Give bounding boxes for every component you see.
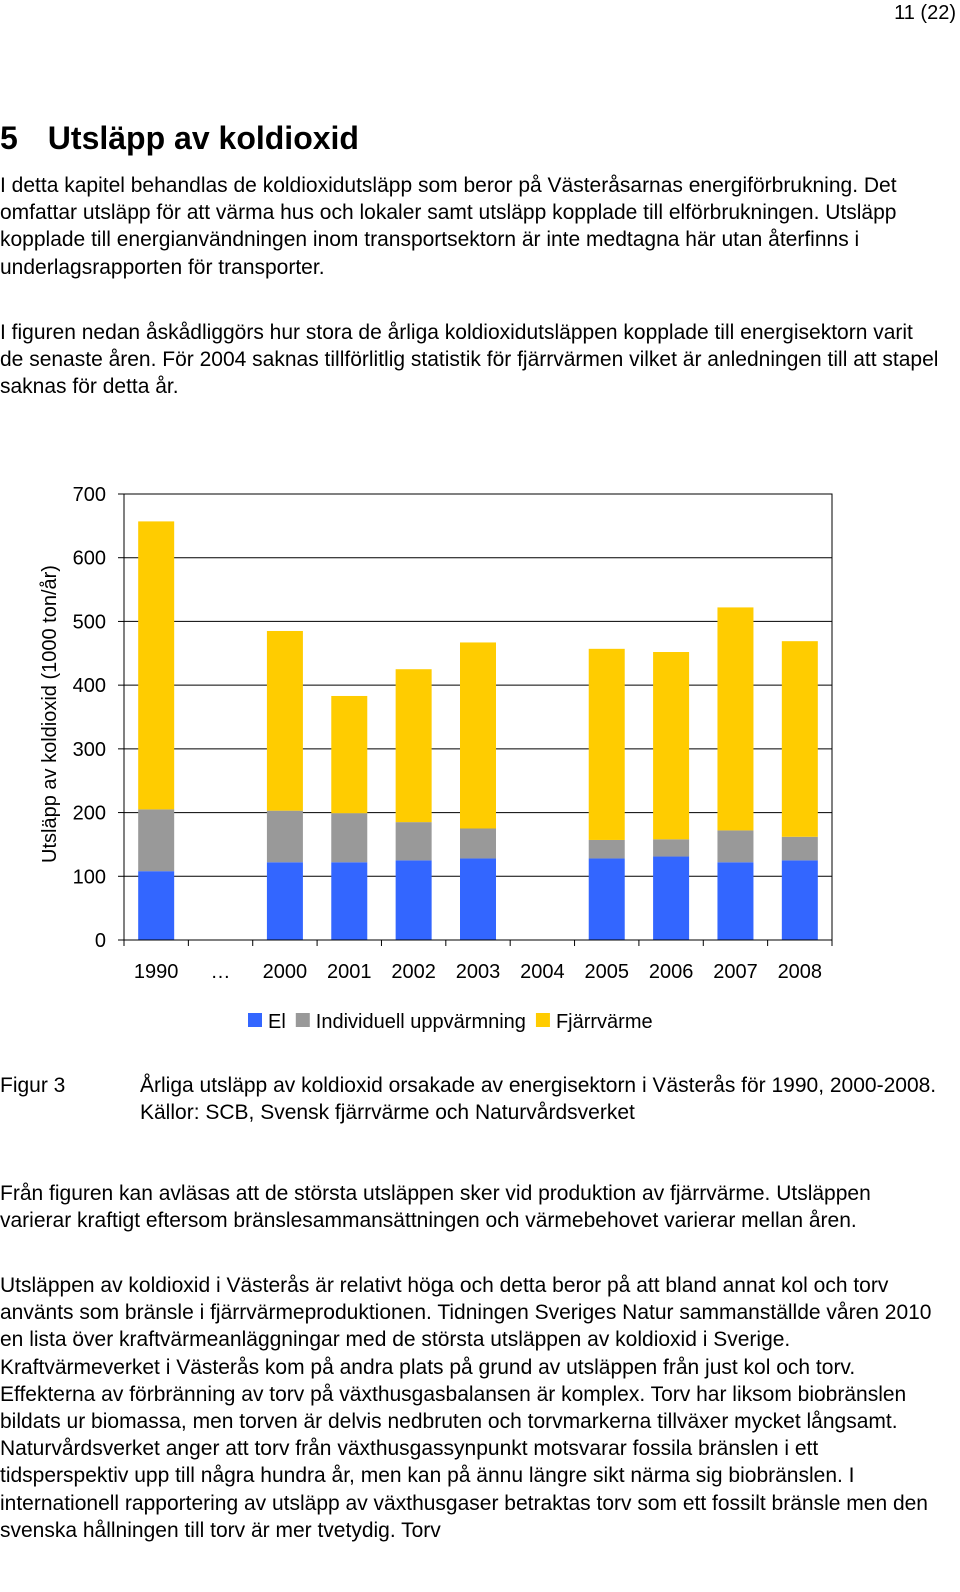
y-tick-label: 600 xyxy=(73,548,106,570)
legend-label: El xyxy=(268,1011,286,1033)
section-number: 5 xyxy=(0,120,18,156)
y-tick-label: 400 xyxy=(73,675,106,697)
y-tick-label: 500 xyxy=(73,611,106,633)
figure-intro-paragraph: I figuren nedan åskådliggörs hur stora d… xyxy=(0,321,939,399)
bar-segment xyxy=(460,828,496,859)
bar-segment xyxy=(395,822,432,861)
legend-label: Fjärrvärme xyxy=(556,1011,653,1033)
bar-segment xyxy=(460,642,496,829)
y-axis-ticks: 0 100 200 300 400 500 600 700 xyxy=(73,484,124,952)
bar-segment xyxy=(395,669,432,823)
y-axis-label: Utsläpp av koldioxid (1000 ton/år) xyxy=(39,565,61,863)
bar-segment xyxy=(331,695,368,814)
page-number: 11 (22) xyxy=(894,2,956,24)
section-title: Utsläpp av koldioxid xyxy=(47,120,359,156)
x-tick-label: 2002 xyxy=(391,961,436,983)
bar-segment xyxy=(266,630,303,811)
x-tick-label: … xyxy=(211,961,231,983)
legend-label: Individuell uppvärmning xyxy=(316,1011,526,1033)
bar-segment xyxy=(588,839,625,859)
bar-segment xyxy=(266,810,303,863)
x-tick-label: 2007 xyxy=(713,961,758,983)
section-heading: 5 Utsläpp av koldioxid xyxy=(0,114,359,162)
legend-swatch xyxy=(295,1013,310,1027)
bar-segment xyxy=(138,809,175,872)
y-tick-label: 200 xyxy=(73,803,106,825)
bar-segment xyxy=(653,856,690,940)
x-axis-ticks: 1990 … 2000 2001 2002 2003 2004 2005 2006 2007 200… xyxy=(123,940,833,983)
bar-segment xyxy=(138,871,175,940)
bar-segment xyxy=(460,858,496,940)
y-tick-label: 100 xyxy=(73,866,106,888)
analysis-paragraph: Från figuren kan avläsas att de största … xyxy=(0,1182,871,1233)
bar-segment xyxy=(653,652,690,840)
bar-segment xyxy=(138,521,175,810)
bar-segment xyxy=(717,830,754,863)
bar-segment xyxy=(781,641,818,837)
bar-segment xyxy=(588,648,625,840)
figure-caption: Årliga utsläpp av koldioxid orsakade av … xyxy=(140,1074,937,1124)
chart-bars xyxy=(138,521,818,940)
chart-axes xyxy=(123,493,833,941)
figure-label: Figur 3 xyxy=(0,1074,66,1097)
bar-segment xyxy=(331,813,368,863)
plot-frame xyxy=(123,493,833,941)
peat-paragraph: Utsläppen av koldioxid i Västerås är rel… xyxy=(0,1274,932,1542)
x-tick-label: 2008 xyxy=(778,961,823,983)
bar-segment xyxy=(331,862,368,940)
y-tick-label: 0 xyxy=(95,930,106,952)
x-tick-label: 2005 xyxy=(584,961,629,983)
bar-segment xyxy=(717,862,754,940)
bar-segment xyxy=(588,858,625,940)
legend-swatch xyxy=(535,1013,550,1027)
bar-segment xyxy=(781,836,818,861)
x-tick-label: 2000 xyxy=(263,961,308,983)
y-tick-label: 700 xyxy=(73,484,106,506)
x-tick-label: 2004 xyxy=(520,961,565,983)
bar-segment xyxy=(653,839,690,857)
x-tick-label: 1990 xyxy=(134,961,179,983)
intro-paragraph: I detta kapitel behandlas de koldioxidut… xyxy=(0,174,897,279)
y-tick-label: 300 xyxy=(73,739,106,761)
x-tick-label: 2003 xyxy=(456,961,501,983)
x-tick-label: 2001 xyxy=(327,961,372,983)
bar-segment xyxy=(266,862,303,940)
x-tick-label: 2006 xyxy=(649,961,694,983)
bar-segment xyxy=(717,607,754,831)
bar-segment xyxy=(781,860,818,940)
bar-segment xyxy=(395,860,432,940)
emissions-stacked-bar-chart: 0 100 200 300 400 500 600 700 1990 … 2000 2001 2002… xyxy=(39,484,833,1033)
legend-swatch xyxy=(248,1013,262,1027)
chart-legend: El Individuell uppvärmning Fjärrvärme xyxy=(248,1011,653,1033)
